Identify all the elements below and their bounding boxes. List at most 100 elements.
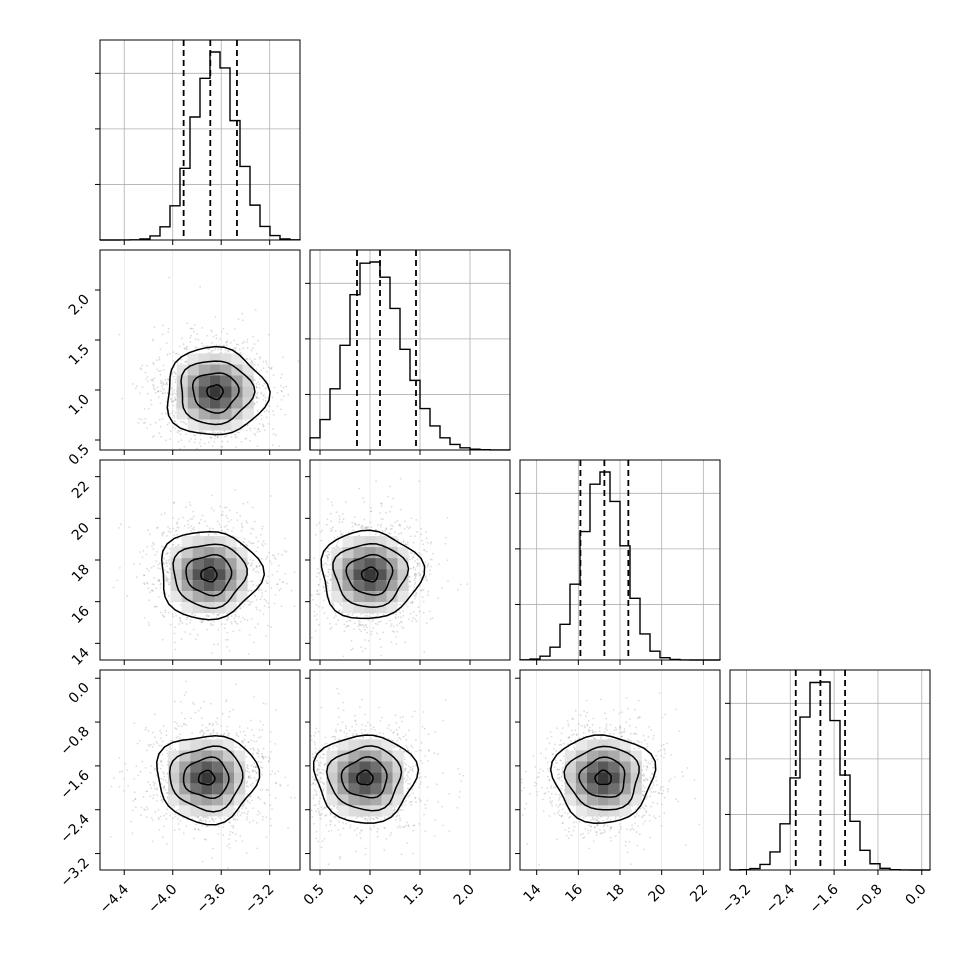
sample-point bbox=[323, 612, 326, 615]
sample-point bbox=[162, 546, 165, 548]
sample-point bbox=[221, 623, 224, 625]
density-cell bbox=[176, 408, 188, 420]
sample-point bbox=[171, 412, 174, 415]
sample-point bbox=[212, 624, 215, 626]
sample-point bbox=[253, 343, 256, 345]
sample-point bbox=[196, 332, 199, 335]
sample-point bbox=[144, 421, 146, 424]
sample-point bbox=[366, 614, 369, 617]
sample-point bbox=[259, 598, 262, 601]
sample-point bbox=[239, 607, 242, 610]
sample-point bbox=[167, 578, 170, 581]
sample-point bbox=[313, 615, 316, 617]
sample-point bbox=[174, 396, 176, 399]
sample-point bbox=[194, 438, 197, 441]
sample-point bbox=[258, 589, 261, 592]
sample-point bbox=[230, 436, 233, 438]
sample-point bbox=[409, 558, 411, 561]
sample-point bbox=[157, 596, 160, 598]
sample-point bbox=[385, 528, 388, 530]
sample-point bbox=[180, 638, 183, 641]
sample-point bbox=[275, 709, 278, 711]
sample-point bbox=[285, 582, 288, 585]
sample-point bbox=[255, 385, 258, 388]
density-cell bbox=[220, 364, 232, 376]
sample-point bbox=[245, 437, 248, 440]
sample-point bbox=[334, 530, 337, 532]
sample-point bbox=[230, 430, 233, 432]
sample-point bbox=[221, 446, 224, 448]
sample-point bbox=[255, 550, 258, 553]
sample-point bbox=[258, 357, 261, 360]
sample-point bbox=[231, 530, 233, 533]
sample-point bbox=[366, 626, 368, 629]
sample-point bbox=[193, 515, 195, 518]
sample-point bbox=[413, 579, 416, 582]
density-cell bbox=[236, 547, 248, 559]
sample-point bbox=[177, 517, 180, 520]
sample-point bbox=[162, 557, 165, 559]
panel-0-0 bbox=[95, 39, 301, 245]
sample-point bbox=[285, 550, 288, 553]
sample-point bbox=[264, 387, 267, 390]
density-cell bbox=[192, 580, 204, 592]
sample-point bbox=[172, 543, 175, 546]
sample-point bbox=[330, 530, 332, 532]
sample-point bbox=[411, 557, 414, 560]
sample-point bbox=[242, 502, 245, 505]
sample-point bbox=[415, 592, 418, 594]
sample-point bbox=[154, 553, 157, 556]
sample-point bbox=[162, 324, 165, 327]
sample-point bbox=[225, 344, 228, 347]
sample-point bbox=[164, 378, 167, 381]
sample-point bbox=[262, 424, 265, 427]
sample-point bbox=[217, 520, 219, 523]
contour-1-0-3 bbox=[206, 384, 224, 401]
panel-1-1 bbox=[305, 249, 511, 455]
sample-point bbox=[265, 600, 268, 602]
sample-point bbox=[395, 635, 398, 638]
panel-frame bbox=[309, 249, 511, 451]
sample-point bbox=[246, 347, 249, 349]
sample-point bbox=[225, 341, 228, 344]
sample-point bbox=[223, 344, 226, 347]
sample-point bbox=[224, 349, 227, 352]
sample-point bbox=[322, 563, 325, 566]
sample-point bbox=[254, 434, 257, 436]
sample-point bbox=[446, 516, 449, 519]
sample-point bbox=[364, 639, 366, 641]
sample-point bbox=[231, 831, 234, 834]
sample-point bbox=[206, 334, 208, 337]
sample-point bbox=[212, 847, 215, 850]
sample-point bbox=[128, 526, 131, 529]
sample-point bbox=[147, 781, 150, 784]
sample-point bbox=[164, 392, 167, 394]
sample-point bbox=[175, 615, 178, 617]
sample-point bbox=[225, 639, 228, 641]
density-cell bbox=[220, 397, 232, 409]
sample-point bbox=[363, 518, 366, 521]
sample-point bbox=[273, 554, 276, 557]
sample-point bbox=[379, 638, 381, 641]
sample-point bbox=[390, 625, 392, 628]
sample-point bbox=[255, 397, 258, 400]
sample-point bbox=[363, 626, 365, 628]
sample-point bbox=[262, 747, 265, 750]
sample-point bbox=[343, 630, 346, 633]
sample-point bbox=[246, 424, 249, 427]
sample-point bbox=[207, 533, 210, 536]
sample-point bbox=[212, 527, 214, 530]
sample-point bbox=[161, 381, 164, 384]
sample-point bbox=[189, 518, 192, 520]
sample-point bbox=[422, 611, 425, 614]
sample-point bbox=[417, 572, 420, 575]
sample-point bbox=[213, 440, 216, 443]
sample-point bbox=[193, 837, 195, 840]
sample-point bbox=[226, 632, 229, 634]
sample-point bbox=[253, 696, 256, 698]
sample-point bbox=[376, 623, 379, 626]
sample-point bbox=[160, 435, 162, 438]
sample-point bbox=[385, 622, 388, 625]
sample-point bbox=[447, 580, 449, 582]
sample-point bbox=[127, 785, 130, 787]
